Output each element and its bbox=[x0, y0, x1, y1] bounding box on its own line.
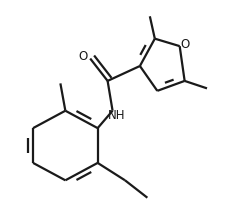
Text: NH: NH bbox=[108, 109, 126, 122]
Text: O: O bbox=[180, 38, 190, 51]
Text: O: O bbox=[79, 50, 88, 62]
